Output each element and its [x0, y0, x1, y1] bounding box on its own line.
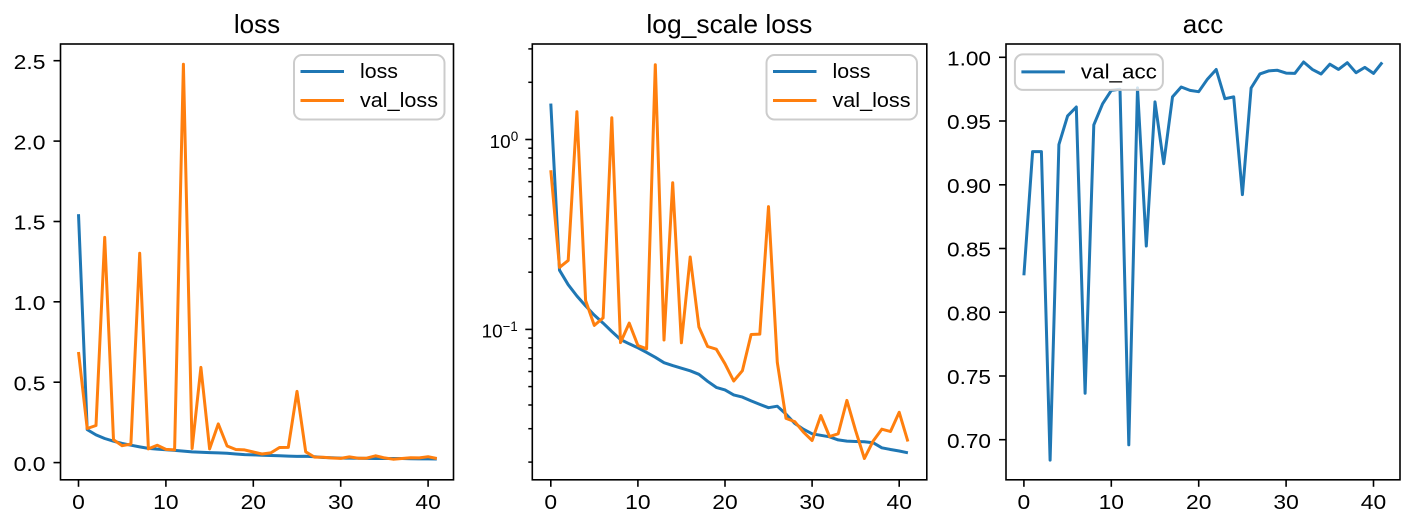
svg-text:0.80: 0.80	[947, 303, 991, 325]
svg-text:0.0: 0.0	[14, 454, 46, 476]
svg-text:0.95: 0.95	[947, 112, 991, 134]
svg-text:10: 10	[1099, 492, 1124, 514]
svg-text:acc: acc	[1183, 9, 1223, 39]
svg-text:0.5: 0.5	[14, 373, 46, 395]
svg-text:40: 40	[887, 492, 912, 514]
svg-text:2.0: 2.0	[14, 132, 46, 154]
svg-text:40: 40	[415, 492, 440, 514]
svg-text:0: 0	[511, 129, 519, 144]
svg-text:val_loss: val_loss	[360, 90, 438, 112]
svg-text:10: 10	[625, 492, 650, 514]
svg-text:20: 20	[241, 492, 266, 514]
svg-text:val_loss: val_loss	[833, 90, 911, 112]
svg-text:20: 20	[1186, 492, 1211, 514]
svg-text:0.90: 0.90	[947, 176, 991, 198]
svg-text:0.85: 0.85	[947, 240, 991, 262]
svg-text:−1: −1	[503, 319, 518, 334]
svg-text:log_scale loss: log_scale loss	[646, 9, 812, 39]
svg-text:30: 30	[328, 492, 353, 514]
svg-text:loss: loss	[234, 9, 280, 39]
svg-text:1.0: 1.0	[14, 293, 46, 315]
svg-text:10: 10	[153, 492, 178, 514]
svg-text:10: 10	[482, 321, 503, 342]
svg-text:1.5: 1.5	[14, 213, 46, 235]
svg-text:30: 30	[1273, 492, 1298, 514]
svg-text:20: 20	[712, 492, 737, 514]
svg-text:0.70: 0.70	[947, 431, 991, 453]
svg-text:0.75: 0.75	[947, 367, 991, 389]
svg-text:0: 0	[1018, 492, 1031, 514]
svg-text:0: 0	[72, 492, 85, 514]
svg-text:2.5: 2.5	[14, 52, 46, 74]
svg-text:loss: loss	[833, 61, 871, 83]
svg-text:0: 0	[544, 492, 557, 514]
svg-text:val_acc: val_acc	[1081, 62, 1157, 84]
svg-text:10: 10	[490, 131, 511, 152]
svg-text:loss: loss	[360, 61, 398, 83]
svg-text:30: 30	[799, 492, 824, 514]
svg-text:40: 40	[1361, 492, 1386, 514]
svg-text:1.00: 1.00	[947, 49, 991, 71]
